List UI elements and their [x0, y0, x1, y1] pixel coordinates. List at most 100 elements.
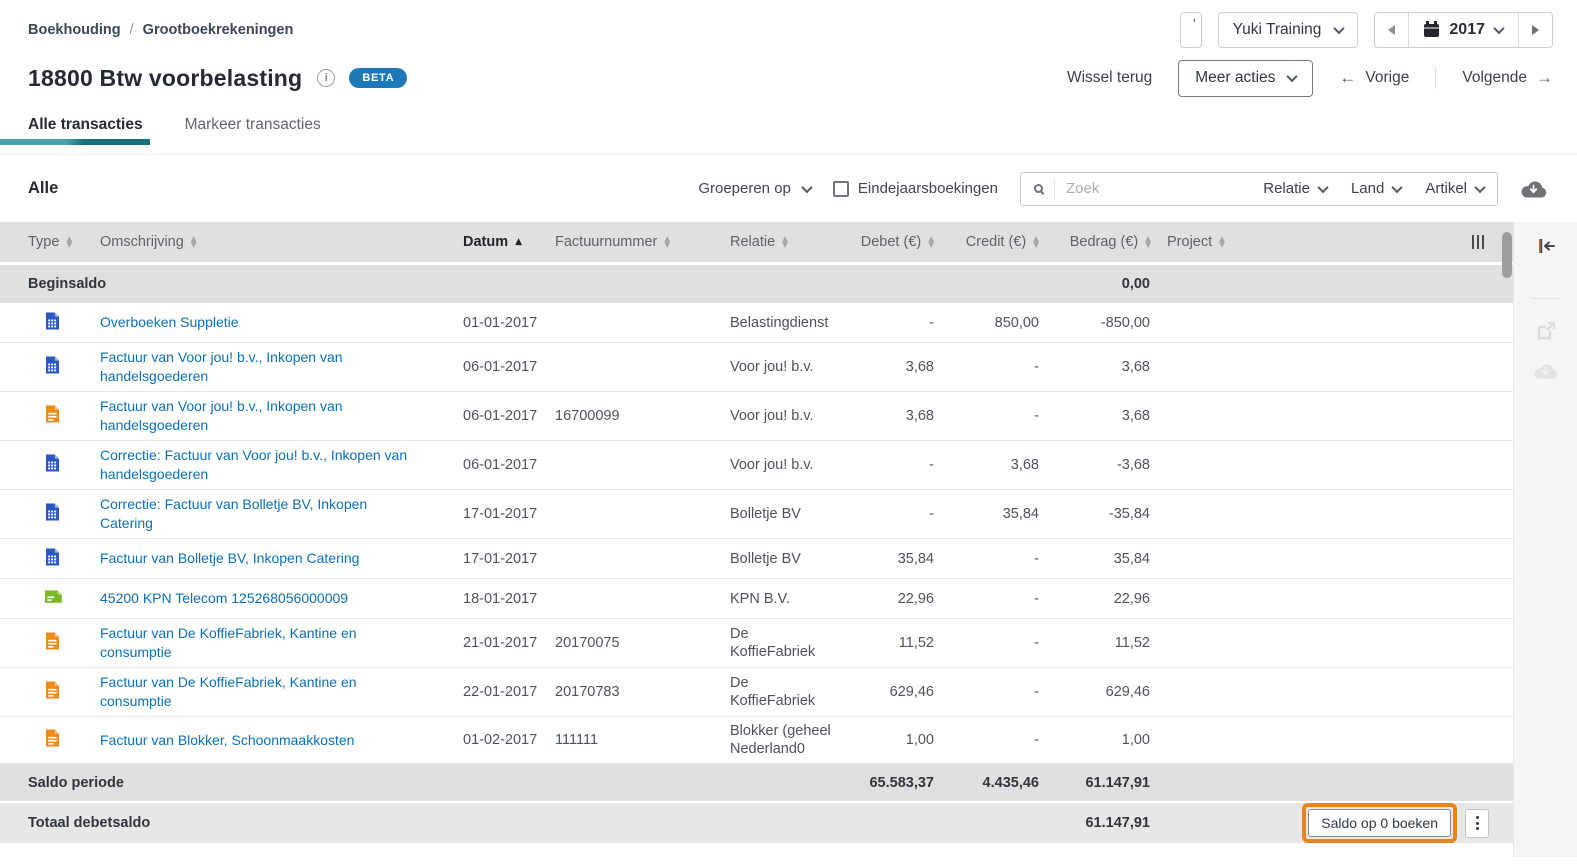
bank-document-icon	[44, 589, 63, 608]
cell-credit: -	[1034, 635, 1039, 651]
column-label: Relatie	[730, 234, 776, 250]
invoice-document-icon	[44, 729, 61, 751]
eindejaarsboekingen-checkbox[interactable]	[832, 180, 849, 197]
cell-bedrag: -850,00	[1100, 314, 1150, 331]
transaction-link[interactable]: Factuur van Bolletje BV, Inkopen Caterin…	[100, 550, 360, 566]
triangle-right-icon	[1532, 25, 1539, 35]
transaction-link[interactable]: Factuur van De KoffieFabriek, Kantine en…	[100, 674, 357, 709]
column-header-factuurnummer[interactable]: Factuurnummer ▲ ▼	[545, 234, 720, 250]
cell-debet: 35,84	[897, 550, 934, 567]
column-label: Datum	[463, 234, 509, 250]
cell-fact: 111111	[555, 732, 599, 748]
land-filter-dropdown[interactable]: Land	[1351, 180, 1403, 197]
cell-credit: 3,68	[1010, 457, 1039, 473]
cell-bedrag: 1,00	[1121, 732, 1150, 748]
transaction-link[interactable]: Overboeken Suppletie	[100, 314, 239, 330]
column-header-omschrijving[interactable]: Omschrijving ▲ ▼	[95, 234, 453, 250]
cell-fact: 20170075	[555, 635, 620, 651]
transaction-row[interactable]: Correctie: Factuur van Bolletje BV, Inko…	[0, 490, 1513, 539]
cell-relatie: Belastingdienst	[730, 314, 829, 331]
transaction-row[interactable]: Factuur van De KoffieFabriek, Kantine en…	[0, 668, 1513, 717]
transaction-row[interactable]: Factuur van Blokker, Schoonmaakkosten 01-…	[0, 717, 1513, 764]
transaction-row[interactable]: Overboeken Suppletie 01-01-2017 Belastingd…	[0, 303, 1513, 343]
column-header-datum[interactable]: Datum ▲	[453, 234, 545, 250]
transaction-row[interactable]: Factuur van Voor jou! b.v., Inkopen van …	[0, 343, 1513, 392]
download-cloud-icon[interactable]	[1533, 361, 1558, 380]
administration-dropdown[interactable]: Yuki Training	[1217, 12, 1359, 48]
transaction-link[interactable]: Factuur van Blokker, Schoonmaakkosten	[100, 731, 355, 748]
year-dropdown[interactable]: 2017	[1408, 13, 1519, 47]
column-header-project[interactable]: Project ▲ ▼	[1157, 234, 1332, 250]
saldo-periode-credit: 4.435,46	[982, 774, 1039, 791]
transaction-link[interactable]: Correctie: Factuur van Bolletje BV, Inko…	[100, 496, 368, 531]
transaction-link[interactable]: Correctie: Factuur van Voor jou! b.v., I…	[100, 447, 408, 482]
relatie-filter-dropdown[interactable]: Relatie	[1263, 180, 1329, 197]
vorige-button[interactable]: ← Vorige	[1339, 68, 1409, 88]
meer-acties-button[interactable]: Meer acties	[1178, 59, 1314, 97]
column-header-bedrag[interactable]: Bedrag (€) ▲ ▼	[1045, 234, 1157, 250]
search-box: Relatie Land Artikel	[1020, 171, 1498, 206]
eindejaarsboekingen-label: Eindejaarsboekingen	[857, 180, 998, 197]
groeperen-op-dropdown[interactable]: Groeperen op	[698, 180, 813, 197]
filter-bar: Alle Groeperen op Eindejaarsboekingen Re…	[0, 155, 1577, 222]
breadcrumb-item-grootboekrekeningen[interactable]: Grootboekrekeningen	[142, 22, 294, 38]
saldo-op-0-boeken-button[interactable]: Saldo op 0 boeken	[1308, 809, 1451, 837]
column-header-type[interactable]: Type ▲ ▼	[0, 234, 95, 250]
transaction-link[interactable]: Factuur van Voor jou! b.v., Inkopen van …	[100, 349, 343, 384]
column-header-credit[interactable]: Credit (€) ▲ ▼	[940, 234, 1045, 250]
artikel-filter-dropdown[interactable]: Artikel	[1425, 180, 1486, 197]
page-title: 18800 Btw voorbelasting	[28, 64, 303, 91]
wissel-terug-button[interactable]: Wissel terug	[1066, 69, 1153, 86]
cell-bedrag: 629,46	[1105, 684, 1150, 700]
next-year-button[interactable]	[1519, 13, 1552, 47]
cell-relatie: De KoffieFabriek	[730, 626, 816, 660]
export-download-icon[interactable]	[1520, 178, 1547, 199]
partial-control-text: '	[1193, 16, 1196, 31]
cell-relatie: Blokker (geheel Nederland0	[730, 723, 831, 757]
cell-datum: 01-02-2017	[463, 732, 538, 748]
info-icon[interactable]: i	[317, 69, 336, 87]
saldo-periode-debet: 65.583,37	[869, 774, 934, 791]
saldo-periode-row: Saldo periode 65.583,37 4.435,46 61.147,…	[0, 764, 1513, 801]
search-input[interactable]	[1066, 180, 1240, 197]
cell-credit: -	[1034, 359, 1039, 375]
transaction-row[interactable]: Factuur van Voor jou! b.v., Inkopen van …	[0, 392, 1513, 441]
column-header-relatie[interactable]: Relatie ▲ ▼	[720, 234, 848, 250]
breadcrumb-item-boekhouding[interactable]: Boekhouding	[28, 22, 121, 38]
cell-datum: 22-01-2017	[463, 684, 538, 700]
cell-fact: 20170783	[555, 684, 620, 700]
invoice-document-icon	[44, 632, 61, 654]
cell-datum: 21-01-2017	[463, 635, 538, 651]
journal-document-icon	[44, 503, 61, 525]
column-header-debet[interactable]: Debet (€) ▲ ▼	[848, 234, 940, 250]
transaction-link[interactable]: Factuur van De KoffieFabriek, Kantine en…	[100, 625, 357, 660]
chevron-down-icon	[801, 181, 813, 193]
transaction-row[interactable]: 45200 KPN Telecom 125268056000009 18-01-2…	[0, 579, 1513, 619]
transaction-link[interactable]: 45200 KPN Telecom 125268056000009	[100, 590, 349, 606]
cell-datum: 17-01-2017	[463, 550, 538, 567]
cell-bedrag: -3,68	[1116, 457, 1150, 473]
journal-document-icon	[44, 312, 61, 334]
collapse-panel-icon[interactable]	[1536, 238, 1556, 254]
kebab-menu-button[interactable]	[1465, 808, 1489, 838]
table-body: Overboeken Suppletie 01-01-2017 Belastingd…	[0, 303, 1513, 764]
tab-markeer-transacties[interactable]: Markeer transacties	[184, 116, 321, 133]
cell-credit: -	[1034, 590, 1039, 607]
cell-bedrag: 35,84	[1113, 550, 1150, 567]
tab-alle-transacties[interactable]: Alle transacties	[28, 116, 143, 133]
open-external-icon[interactable]	[1536, 321, 1556, 341]
transaction-row[interactable]: Factuur van Bolletje BV, Inkopen Caterin…	[0, 539, 1513, 579]
cell-bedrag: 3,68	[1121, 408, 1150, 424]
partial-control[interactable]: '	[1179, 12, 1202, 48]
volgende-button[interactable]: Volgende →	[1462, 68, 1553, 88]
cell-debet: -	[929, 457, 934, 473]
previous-year-button[interactable]	[1375, 13, 1408, 47]
vertical-scrollbar[interactable]	[1502, 232, 1512, 278]
cell-debet: 3,68	[905, 408, 934, 424]
divider	[1435, 67, 1437, 89]
journal-document-icon	[44, 454, 61, 476]
transaction-link[interactable]: Factuur van Voor jou! b.v., Inkopen van …	[100, 398, 343, 433]
transaction-row[interactable]: Correctie: Factuur van Voor jou! b.v., I…	[0, 441, 1513, 490]
transaction-row[interactable]: Factuur van De KoffieFabriek, Kantine en…	[0, 619, 1513, 668]
column-settings-icon[interactable]	[1332, 235, 1513, 249]
